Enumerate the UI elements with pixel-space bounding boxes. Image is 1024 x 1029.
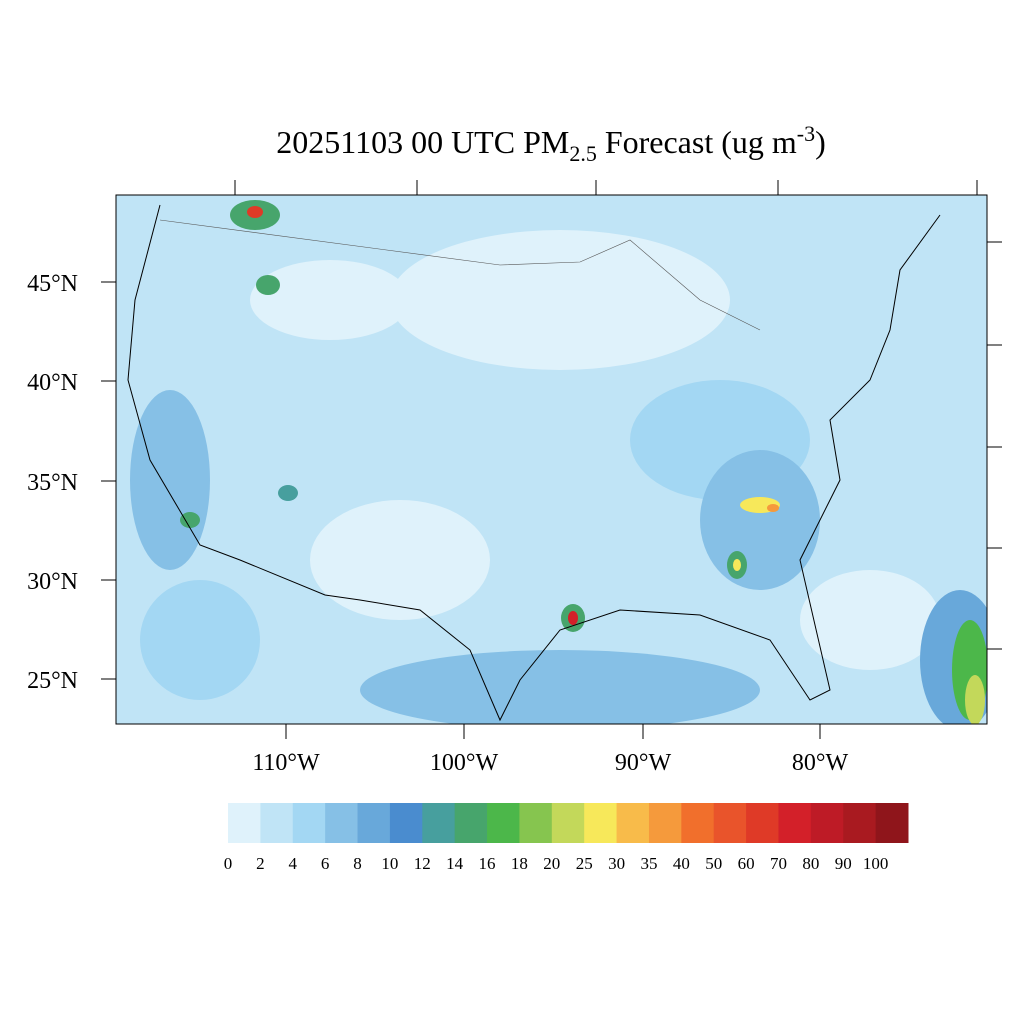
- colorbar-box: [584, 803, 618, 843]
- colorbar-box: [292, 803, 326, 843]
- colorbar-label: 30: [608, 854, 625, 873]
- colorbar-box: [325, 803, 359, 843]
- title-main: 20251103 00 UTC PM: [276, 124, 569, 160]
- lat-label: 25°N: [27, 668, 78, 694]
- colorbar-box: [454, 803, 488, 843]
- colorbar-label: 10: [381, 854, 398, 873]
- colorbar-label: 4: [289, 854, 298, 873]
- title-sub: 2.5: [569, 141, 597, 166]
- colorbar-label: 25: [576, 854, 593, 873]
- colorbar-box: [260, 803, 294, 843]
- colorbar-box: [228, 803, 261, 843]
- lat-label: 40°N: [27, 370, 78, 396]
- colorbar-label: 2: [256, 854, 265, 873]
- colorbar-box: [713, 803, 747, 843]
- colorbar-label: 40: [673, 854, 690, 873]
- colorbar-label: 8: [353, 854, 362, 873]
- map-frame: [115, 194, 988, 725]
- colorbar-label: 6: [321, 854, 330, 873]
- colorbar-box: [746, 803, 779, 843]
- lon-label: 110°W: [252, 750, 320, 776]
- lat-label: 45°N: [27, 271, 78, 297]
- colorbar-label: 18: [511, 854, 528, 873]
- lon-label: 90°W: [615, 750, 672, 776]
- colorbar-label: 60: [738, 854, 755, 873]
- colorbar-label: 35: [640, 854, 657, 873]
- map-ticks: [101, 180, 1002, 739]
- title-sup: -3: [797, 121, 815, 146]
- colorbar-box: [422, 803, 456, 843]
- colorbar-label: 70: [770, 854, 787, 873]
- lon-label: 80°W: [792, 750, 849, 776]
- colorbar-box: [875, 803, 909, 843]
- colorbar-label: 12: [414, 854, 431, 873]
- colorbar-box: [681, 803, 715, 843]
- map-field: [116, 195, 987, 724]
- colorbar-label: 50: [705, 854, 722, 873]
- colorbar-label: 0: [224, 854, 233, 873]
- colorbar-box: [843, 803, 877, 843]
- colorbar-box: [616, 803, 650, 843]
- colorbar-label: 14: [446, 854, 464, 873]
- colorbar-label: 90: [835, 854, 852, 873]
- colorbar-label: 80: [802, 854, 819, 873]
- colorbar-label: 16: [479, 854, 496, 873]
- colorbar-box: [389, 803, 423, 843]
- title-rest: Forecast (ug m: [597, 124, 797, 160]
- colorbar-label: 20: [543, 854, 560, 873]
- colorbar-box: [551, 803, 585, 843]
- colorbar-label: 100: [863, 854, 889, 873]
- colorbar-box: [357, 803, 391, 843]
- title: 20251103 00 UTC PM2.5 Forecast (ug m-3): [276, 121, 826, 166]
- colorbar-box: [487, 803, 520, 843]
- colorbar-box: [648, 803, 682, 843]
- lon-label: 100°W: [430, 750, 499, 776]
- colorbar-box: [519, 803, 553, 843]
- colorbar-box: [810, 803, 844, 843]
- lat-label: 30°N: [27, 569, 78, 595]
- lat-label: 35°N: [27, 470, 78, 496]
- title-end: ): [815, 124, 826, 160]
- colorbar-box: [778, 803, 812, 843]
